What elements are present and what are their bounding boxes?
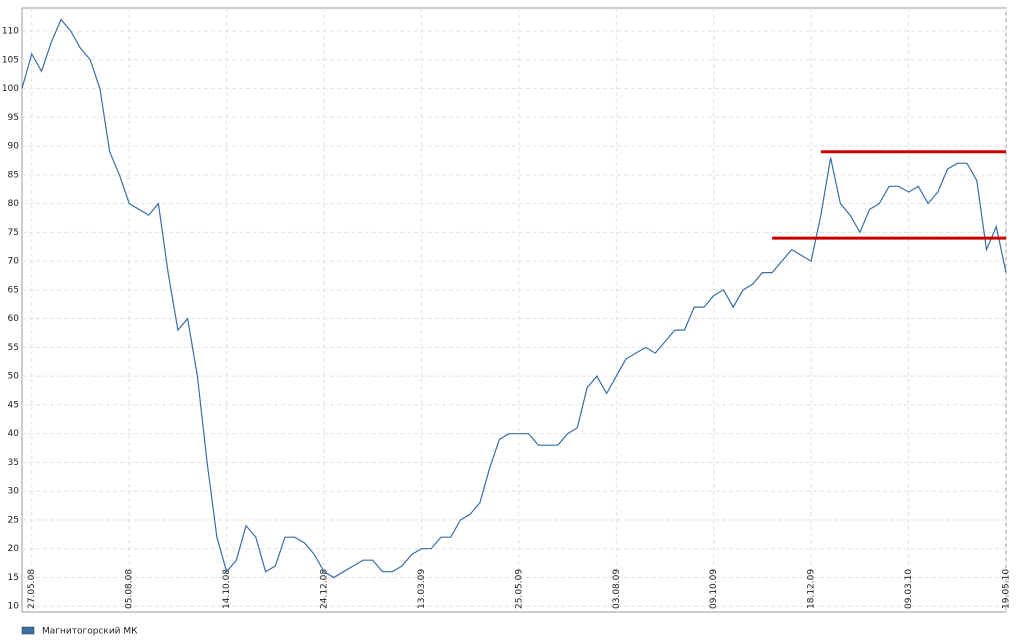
- x-tick-label: 19.05.10: [1002, 569, 1012, 609]
- y-tick-label: 105: [2, 55, 19, 65]
- x-tick-label: 09.10.09: [709, 569, 719, 609]
- plot-area: [21, 7, 1007, 613]
- y-tick-label: 35: [8, 458, 19, 468]
- legend-label: Магнитогорский МК: [42, 627, 138, 637]
- y-tick-label: 15: [8, 573, 19, 583]
- y-tick-label: 40: [8, 429, 20, 439]
- y-tick-label: 75: [8, 228, 19, 238]
- y-tick-label: 110: [2, 27, 19, 37]
- price-line: [21, 18, 1007, 579]
- y-tick-label: 90: [8, 142, 20, 152]
- y-tick-label: 85: [8, 170, 19, 180]
- y-tick-label: 95: [8, 113, 19, 123]
- y-tick-label: 55: [8, 343, 19, 353]
- legend-swatch: [21, 626, 35, 635]
- x-tick-label: 13.03.09: [417, 569, 427, 609]
- y-tick-label: 10: [8, 602, 20, 612]
- x-tick-label: 09.03.10: [904, 569, 914, 609]
- x-tick-label: 18.12.09: [807, 569, 817, 609]
- x-tick-label: 03.08.09: [612, 569, 622, 609]
- x-tick-label: 24.12.08: [320, 569, 330, 609]
- x-tick-label: 14.10.08: [222, 569, 232, 609]
- y-tick-label: 100: [2, 84, 19, 94]
- y-tick-label: 70: [8, 257, 20, 267]
- y-tick-label: 30: [8, 487, 20, 497]
- y-tick-label: 20: [8, 544, 20, 554]
- x-tick-label: 25.05.09: [514, 569, 524, 609]
- x-tick-label: 27.05.08: [27, 569, 37, 609]
- y-tick-label: 50: [8, 372, 20, 382]
- y-tick-label: 25: [8, 515, 19, 525]
- y-tick-label: 80: [8, 199, 20, 209]
- y-tick-label: 65: [8, 285, 19, 295]
- x-tick-label: 05.08.08: [125, 569, 135, 609]
- y-tick-label: 45: [8, 400, 19, 410]
- y-tick-label: 60: [8, 314, 20, 324]
